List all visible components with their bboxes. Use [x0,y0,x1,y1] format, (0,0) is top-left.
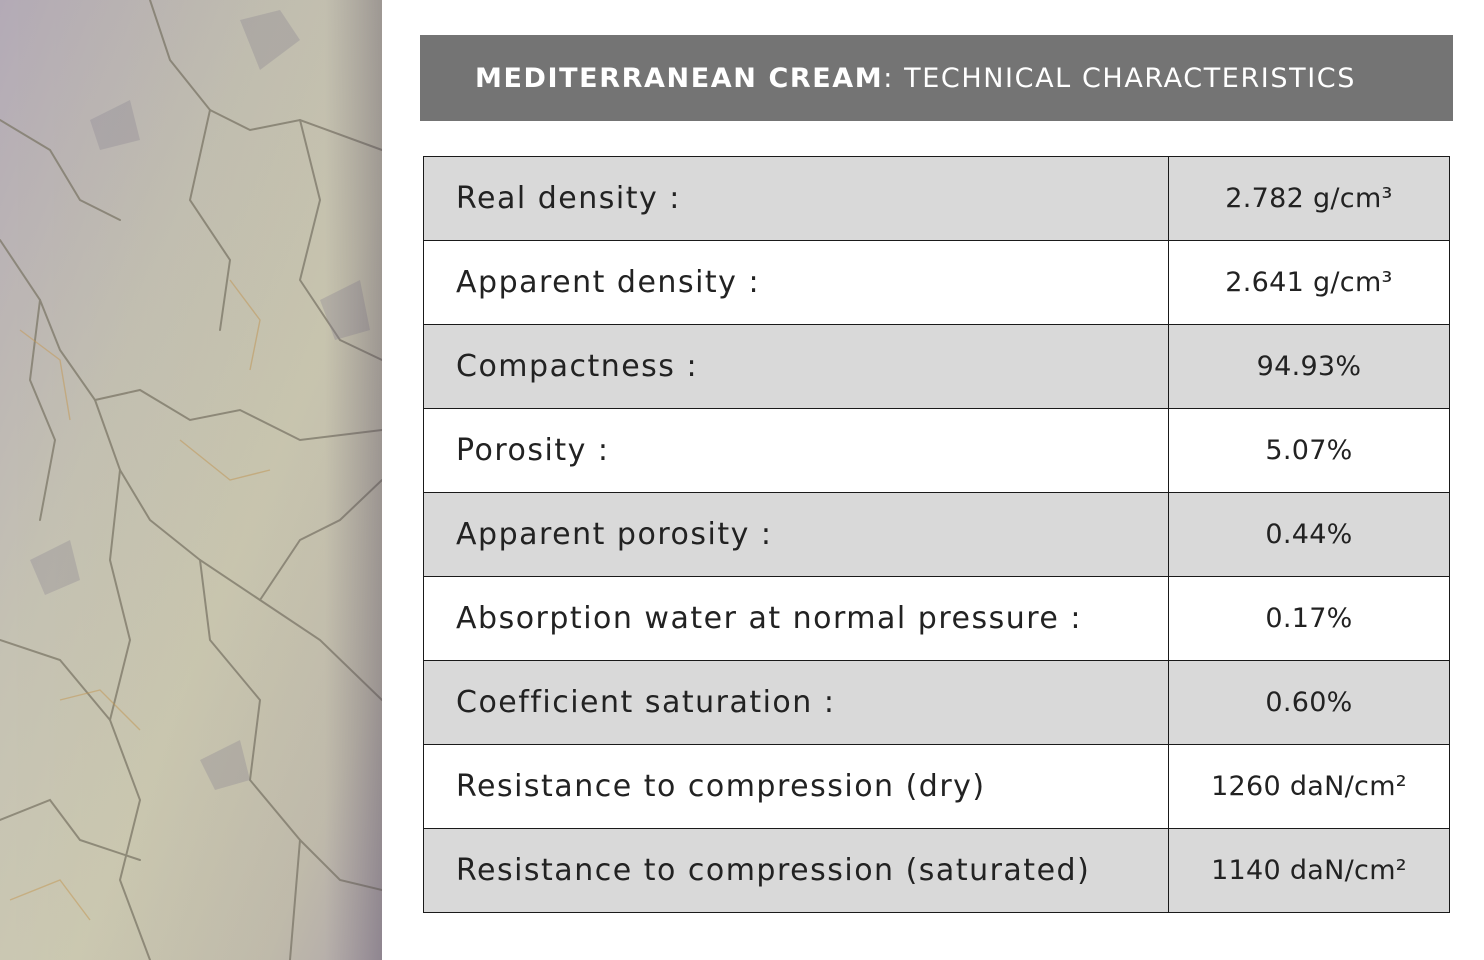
page-title-bar: MEDITERRANEAN CREAM: TECHNICAL CHARACTER… [420,35,1453,121]
property-value: 1140 daN/cm² [1168,828,1450,913]
property-value: 0.60% [1168,660,1450,745]
property-value: 0.44% [1168,492,1450,577]
property-label: Resistance to compression (saturated) [423,828,1169,913]
property-label: Apparent density : [423,240,1169,325]
property-label: Apparent porosity : [423,492,1169,577]
property-label: Porosity : [423,408,1169,493]
property-value: 0.17% [1168,576,1450,661]
property-value: 5.07% [1168,408,1450,493]
property-label: Coefficient saturation : [423,660,1169,745]
property-label: Absorption water at normal pressure : [423,576,1169,661]
property-value: 2.782 g/cm³ [1168,156,1450,241]
table-row: Resistance to compression (dry) 1260 daN… [423,744,1450,829]
property-value: 1260 daN/cm² [1168,744,1450,829]
table-row: Resistance to compression (saturated) 11… [423,828,1450,913]
table-row: Absorption water at normal pressure : 0.… [423,576,1450,661]
title-subtitle: : TECHNICAL CHARACTERISTICS [883,62,1356,94]
property-label: Real density : [423,156,1169,241]
title-stone-name: MEDITERRANEAN CREAM [475,62,884,94]
table-row: Porosity : 5.07% [423,408,1450,493]
table-row: Real density : 2.782 g/cm³ [423,156,1450,241]
table-row: Apparent porosity : 0.44% [423,492,1450,577]
table-row: Apparent density : 2.641 g/cm³ [423,240,1450,325]
marble-texture-image [0,0,382,960]
property-value: 94.93% [1168,324,1450,409]
technical-characteristics-table: Real density : 2.782 g/cm³ Apparent dens… [423,156,1450,913]
table-row: Compactness : 94.93% [423,324,1450,409]
property-label: Compactness : [423,324,1169,409]
table-row: Coefficient saturation : 0.60% [423,660,1450,745]
property-label: Resistance to compression (dry) [423,744,1169,829]
property-value: 2.641 g/cm³ [1168,240,1450,325]
